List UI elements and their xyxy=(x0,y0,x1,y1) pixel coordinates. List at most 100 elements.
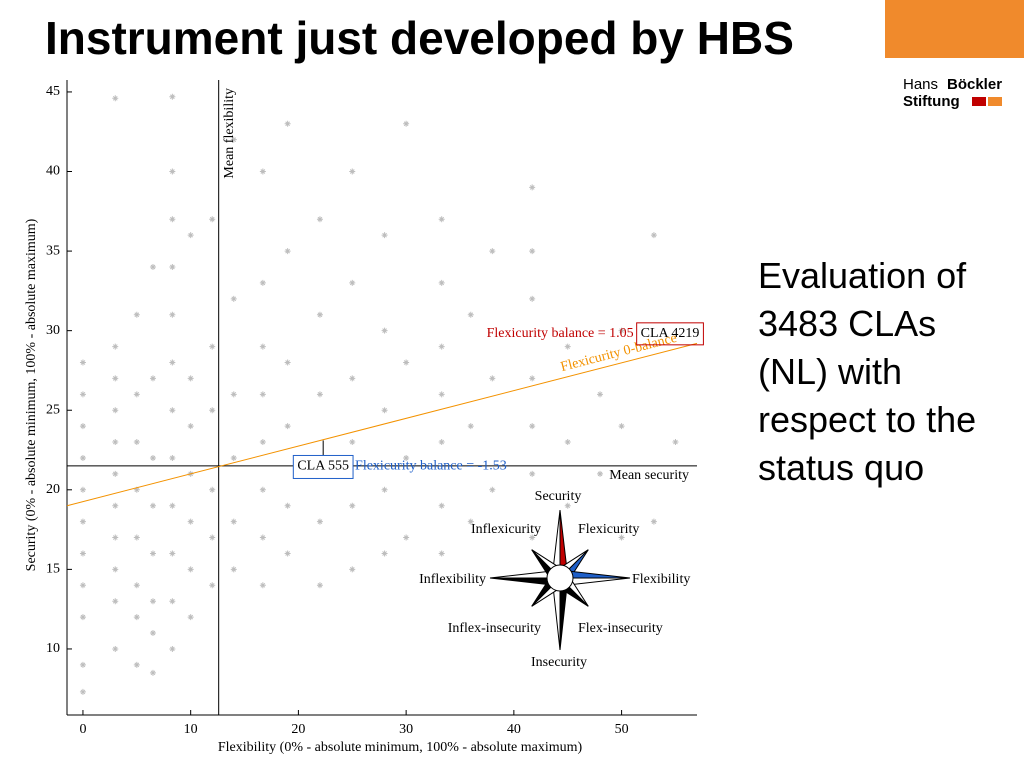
cla-label: CLA 555 xyxy=(297,459,349,474)
y-tick-label: 35 xyxy=(46,243,60,258)
point xyxy=(618,423,625,430)
point xyxy=(112,502,119,509)
point xyxy=(316,518,323,525)
x-axis-label: Flexibility (0% - absolute minimum, 100%… xyxy=(218,740,583,755)
point xyxy=(316,311,323,318)
point xyxy=(112,470,119,477)
point xyxy=(618,327,625,334)
logo-square xyxy=(972,97,986,106)
point xyxy=(149,598,156,605)
point xyxy=(187,375,194,382)
point xyxy=(169,502,176,509)
x-tick-label: 40 xyxy=(507,722,521,737)
point xyxy=(438,216,445,223)
point xyxy=(403,120,410,127)
point xyxy=(133,582,140,589)
point xyxy=(133,486,140,493)
x-tick-label: 10 xyxy=(184,722,198,737)
point xyxy=(79,486,86,493)
x-tick-label: 30 xyxy=(399,722,413,737)
point xyxy=(149,550,156,557)
point xyxy=(79,550,86,557)
point xyxy=(209,407,216,414)
point xyxy=(133,614,140,621)
point xyxy=(79,454,86,461)
point xyxy=(650,518,657,525)
point xyxy=(381,407,388,414)
point xyxy=(529,534,536,541)
point xyxy=(79,518,86,525)
point xyxy=(169,311,176,318)
point xyxy=(187,423,194,430)
point xyxy=(597,391,604,398)
point xyxy=(438,439,445,446)
point xyxy=(316,582,323,589)
point xyxy=(403,534,410,541)
point xyxy=(564,439,571,446)
point xyxy=(381,550,388,557)
point xyxy=(381,327,388,334)
compass-label: Security xyxy=(535,489,582,504)
cla-box xyxy=(292,454,354,479)
compass-label: Flexibility xyxy=(632,572,690,587)
point xyxy=(209,486,216,493)
x-tick-label: 50 xyxy=(615,722,629,737)
point xyxy=(112,439,119,446)
compass-label: Inflex-insecurity xyxy=(448,621,541,636)
mean-flexibility-label: Mean flexibility xyxy=(222,88,237,179)
point xyxy=(209,582,216,589)
point xyxy=(467,423,474,430)
point xyxy=(349,439,356,446)
point xyxy=(381,486,388,493)
point xyxy=(284,120,291,127)
x-tick-label: 0 xyxy=(79,722,86,737)
side-text: Evaluation of 3483 CLAs (NL) with respec… xyxy=(758,255,977,488)
point xyxy=(169,216,176,223)
point xyxy=(672,439,679,446)
balance-note: Flexicurity balance = -1.53 xyxy=(355,459,507,474)
y-tick-label: 10 xyxy=(46,641,60,656)
compass-label: Flexicurity xyxy=(578,522,639,537)
point xyxy=(489,375,496,382)
point xyxy=(438,279,445,286)
slide-title: Instrument just developed by HBS xyxy=(45,12,794,64)
point xyxy=(79,614,86,621)
point xyxy=(79,391,86,398)
point xyxy=(259,534,266,541)
point xyxy=(112,534,119,541)
point xyxy=(230,391,237,398)
cla-box xyxy=(636,322,704,346)
y-tick-label: 45 xyxy=(46,84,60,99)
point xyxy=(489,248,496,255)
point xyxy=(79,423,86,430)
point xyxy=(133,439,140,446)
balance-line xyxy=(66,342,698,507)
compass-label: Insecurity xyxy=(531,655,587,670)
logo-boeckler: Böckler xyxy=(947,76,1002,93)
compass-spike xyxy=(552,576,568,651)
point xyxy=(438,550,445,557)
point xyxy=(112,95,119,102)
point xyxy=(403,454,410,461)
point xyxy=(169,359,176,366)
compass-label: Inflexibility xyxy=(419,572,486,587)
point xyxy=(259,582,266,589)
point xyxy=(149,454,156,461)
point xyxy=(169,598,176,605)
logo-stiftung: Stiftung xyxy=(903,93,960,110)
mean-security-label: Mean security xyxy=(609,468,689,483)
point xyxy=(597,470,604,477)
y-tick-label: 30 xyxy=(46,323,60,338)
point xyxy=(169,454,176,461)
compass-center xyxy=(546,564,574,592)
point xyxy=(349,168,356,175)
point xyxy=(209,534,216,541)
point xyxy=(403,359,410,366)
point xyxy=(112,598,119,605)
logo-square xyxy=(988,97,1002,106)
point xyxy=(169,407,176,414)
point xyxy=(149,502,156,509)
logo-hans: Hans xyxy=(903,76,938,93)
point xyxy=(529,423,536,430)
point xyxy=(169,168,176,175)
